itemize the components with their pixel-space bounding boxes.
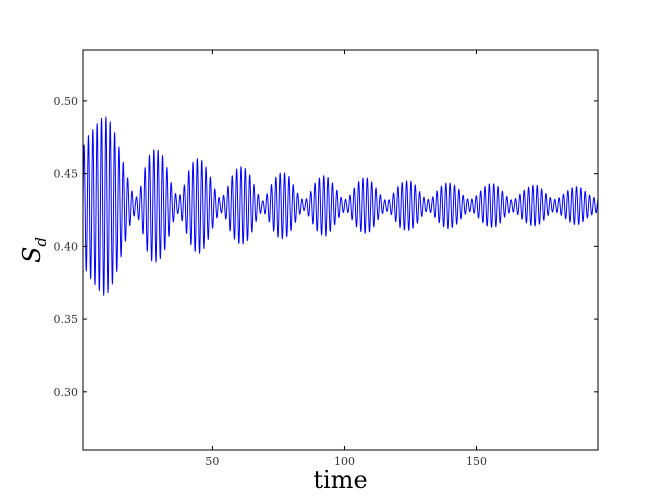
y-tick-label: 0.30 (54, 386, 79, 399)
y-tick-label: 0.35 (54, 313, 79, 326)
plot-area (82, 116, 599, 312)
x-tick-label: 50 (205, 455, 219, 468)
y-tick-label: 0.40 (54, 240, 79, 253)
x-axis-label: time (313, 466, 367, 494)
y-tick-label: 0.50 (54, 95, 79, 108)
x-tick-label: 150 (466, 455, 487, 468)
x-tick-label: 100 (334, 455, 355, 468)
y-tick-label: 0.45 (54, 168, 79, 181)
y-axis-label-subscript: d (32, 237, 50, 247)
y-axis-label: Sd (18, 237, 50, 263)
axis-ticks: 50 100 150 0.30 0.35 0.40 0.45 0.50 (54, 50, 598, 468)
axes-frame (82, 49, 599, 451)
y-axis-label-main: S (18, 247, 46, 263)
series-line (82, 116, 599, 312)
